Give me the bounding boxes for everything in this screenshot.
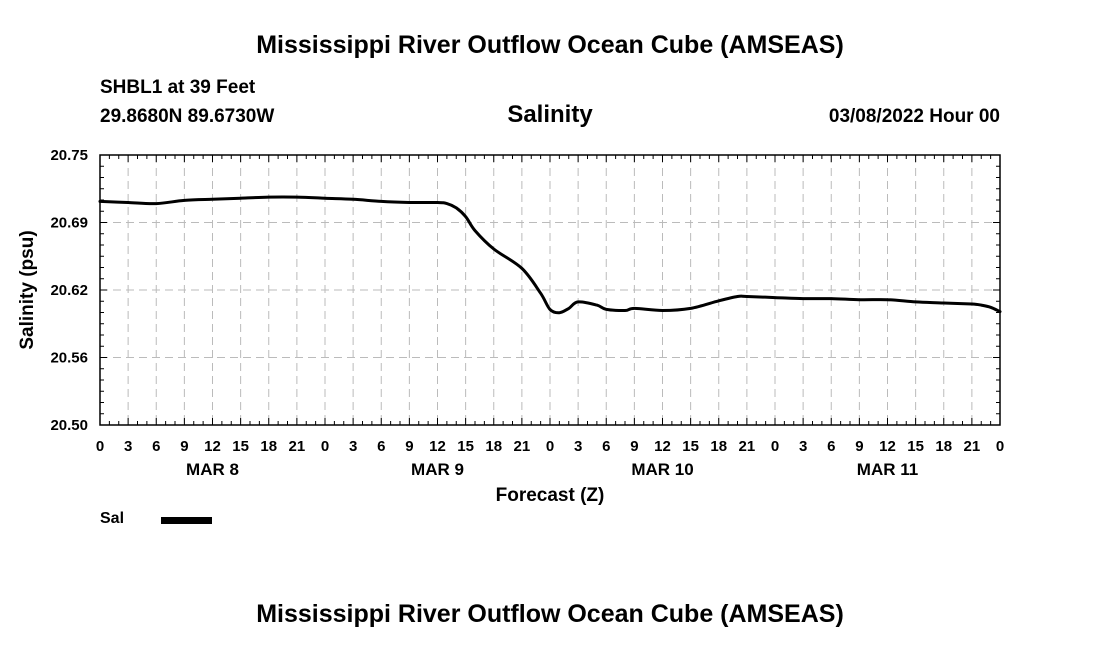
x-tick-label: 0 [996,438,1004,455]
day-label: MAR 9 [411,460,464,479]
x-tick-label: 12 [429,438,446,455]
x-tick-label: 9 [855,438,863,455]
x-tick-label: 0 [321,438,329,455]
series-line-salinity [98,195,1002,315]
x-tick-label: 21 [289,438,306,455]
x-tick-label: 9 [630,438,638,455]
x-tick-label: 21 [964,438,981,455]
plot-title: Salinity [507,101,593,128]
y-tick-label: 20.75 [50,147,88,164]
x-tick-label: 3 [349,438,357,455]
run-time-label: 03/08/2022 Hour 00 [828,106,1000,127]
x-tick-label: 6 [602,438,610,455]
legend-swatch [161,517,212,524]
x-tick-label: 15 [232,438,249,455]
x-tick-label: 12 [204,438,221,455]
x-tick-label: 15 [457,438,474,455]
x-tick-label: 21 [739,438,756,455]
y-tick-label: 20.56 [50,350,88,367]
x-tick-label: 6 [152,438,160,455]
x-tick-label: 15 [682,438,699,455]
x-tick-label: 15 [907,438,924,455]
plot-frame [99,154,1001,426]
y-axis-title: Salinity (psu) [17,230,38,349]
y-tick-label: 20.62 [50,282,88,299]
x-tick-label: 18 [935,438,952,455]
coordinates-label: 29.8680N 89.6730W [100,106,275,127]
x-tick-label: 18 [710,438,727,455]
page-title: Mississippi River Outflow Ocean Cube (AM… [256,31,844,59]
x-tick-label: 3 [574,438,582,455]
y-tick-label: 20.69 [50,215,88,232]
x-tick-label: 6 [377,438,385,455]
day-label: MAR 10 [631,460,693,479]
x-tick-label: 12 [654,438,671,455]
y-tick-label: 20.50 [50,417,88,434]
day-label: MAR 8 [186,460,239,479]
x-tick-label: 12 [879,438,896,455]
x-tick-label: 9 [405,438,413,455]
x-tick-label: 18 [485,438,502,455]
x-tick-label: 18 [260,438,277,455]
day-label: MAR 11 [857,460,918,479]
x-tick-label: 9 [180,438,188,455]
x-tick-label: 0 [546,438,554,455]
footer-title: Mississippi River Outflow Ocean Cube (AM… [256,600,844,628]
x-tick-label: 21 [514,438,531,455]
x-tick-label: 6 [827,438,835,455]
x-axis-title: Forecast (Z) [496,485,605,506]
x-tick-label: 0 [96,438,104,455]
station-label: SHBL1 at 39 Feet [100,77,256,98]
x-tick-label: 3 [799,438,807,455]
x-tick-label: 0 [771,438,779,455]
legend-label: Sal [100,510,125,527]
x-tick-label: 3 [124,438,132,455]
